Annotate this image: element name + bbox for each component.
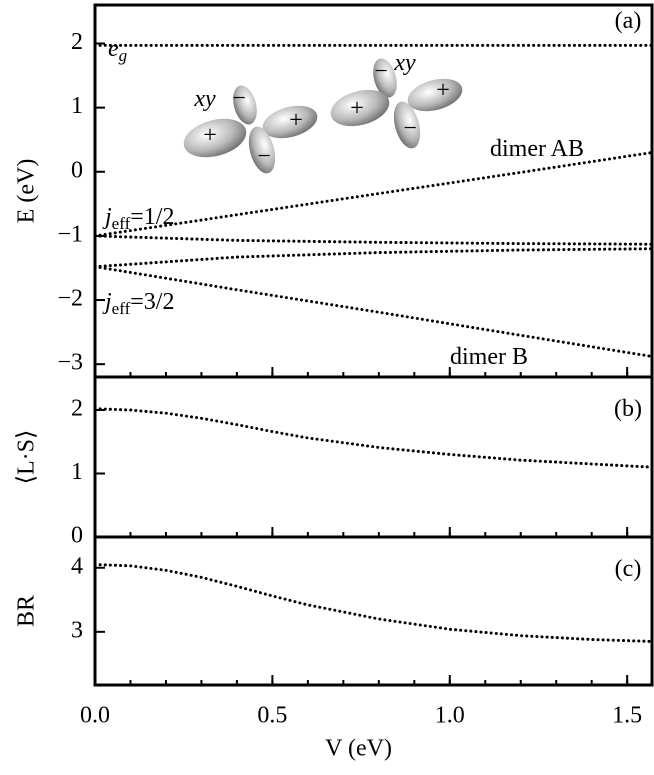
y-axis-label: E (eV) — [14, 159, 40, 224]
x-tick-label: 1.0 — [435, 703, 465, 729]
data-line — [93, 234, 654, 246]
orbital-sign: − — [232, 86, 246, 112]
y-tick-label: −2 — [57, 286, 83, 312]
y-tick-label: −1 — [57, 221, 83, 247]
y-tick-label: 2 — [71, 396, 83, 422]
x-tick-label: 1.5 — [612, 703, 642, 729]
plot-frame — [93, 375, 654, 539]
y-tick-label: 3 — [71, 617, 83, 643]
annotation-text: j — [102, 204, 112, 230]
data-line — [93, 265, 654, 358]
y-tick-label: −3 — [57, 350, 83, 376]
y-tick-label: 2 — [71, 29, 83, 55]
orbital-sign: + — [436, 78, 450, 104]
orbital-sign: − — [374, 59, 388, 85]
annotation: (a) — [615, 8, 642, 34]
y-axis-label: ⟨L·S⟩ — [14, 430, 40, 485]
annotation: dimer AB — [490, 136, 584, 162]
y-tick-label: 1 — [71, 459, 83, 485]
annotation-text: =1/2 — [130, 204, 174, 230]
annotation: dimer B — [450, 344, 528, 370]
annotation: (b) — [614, 396, 642, 422]
data-line — [93, 151, 654, 238]
annotation: (c) — [615, 556, 642, 582]
annotation-text: =3/2 — [130, 289, 174, 315]
y-tick-label: 4 — [71, 553, 83, 579]
annotation-text: e — [108, 36, 119, 62]
x-tick-label: 0.0 — [80, 703, 110, 729]
annotation-text: (b) — [614, 396, 642, 422]
annotation-text: (a) — [615, 8, 642, 34]
annotation-subscript: g — [119, 46, 128, 65]
orbital-sign: − — [257, 144, 271, 170]
y-tick-label: 1 — [71, 93, 83, 119]
annotation-subscript: eff — [112, 214, 131, 233]
annotation: jeff=1/2 — [102, 204, 174, 233]
y-tick-label: 0 — [71, 157, 83, 183]
orbital-icon — [330, 58, 463, 149]
annotation-text: dimer AB — [490, 136, 584, 162]
data-line — [93, 407, 654, 469]
orbital-sign: + — [203, 123, 217, 149]
x-axis-label: V (eV) — [325, 736, 392, 762]
annotation-text: j — [102, 289, 112, 315]
annotation: xy — [393, 50, 416, 76]
orbital-sign: + — [289, 108, 303, 134]
annotation-text: (c) — [615, 556, 642, 582]
orbital-icon — [183, 85, 318, 174]
plot-frame — [93, 535, 654, 687]
orbital-sign: − — [403, 116, 417, 142]
annotation-text: xy — [193, 86, 216, 112]
annotation-subscript: eff — [112, 299, 131, 318]
annotation-text: xy — [393, 50, 416, 76]
annotation-text: dimer B — [450, 344, 528, 370]
data-line — [93, 247, 654, 269]
y-axis-label: BR — [14, 595, 40, 627]
y-tick-label: 0 — [71, 523, 83, 549]
annotation: jeff=3/2 — [102, 289, 174, 318]
annotation: eg — [108, 36, 127, 65]
annotation: xy — [193, 86, 216, 112]
data-line — [93, 563, 654, 643]
x-tick-label: 0.5 — [257, 703, 287, 729]
orbital-sign: + — [350, 96, 364, 122]
